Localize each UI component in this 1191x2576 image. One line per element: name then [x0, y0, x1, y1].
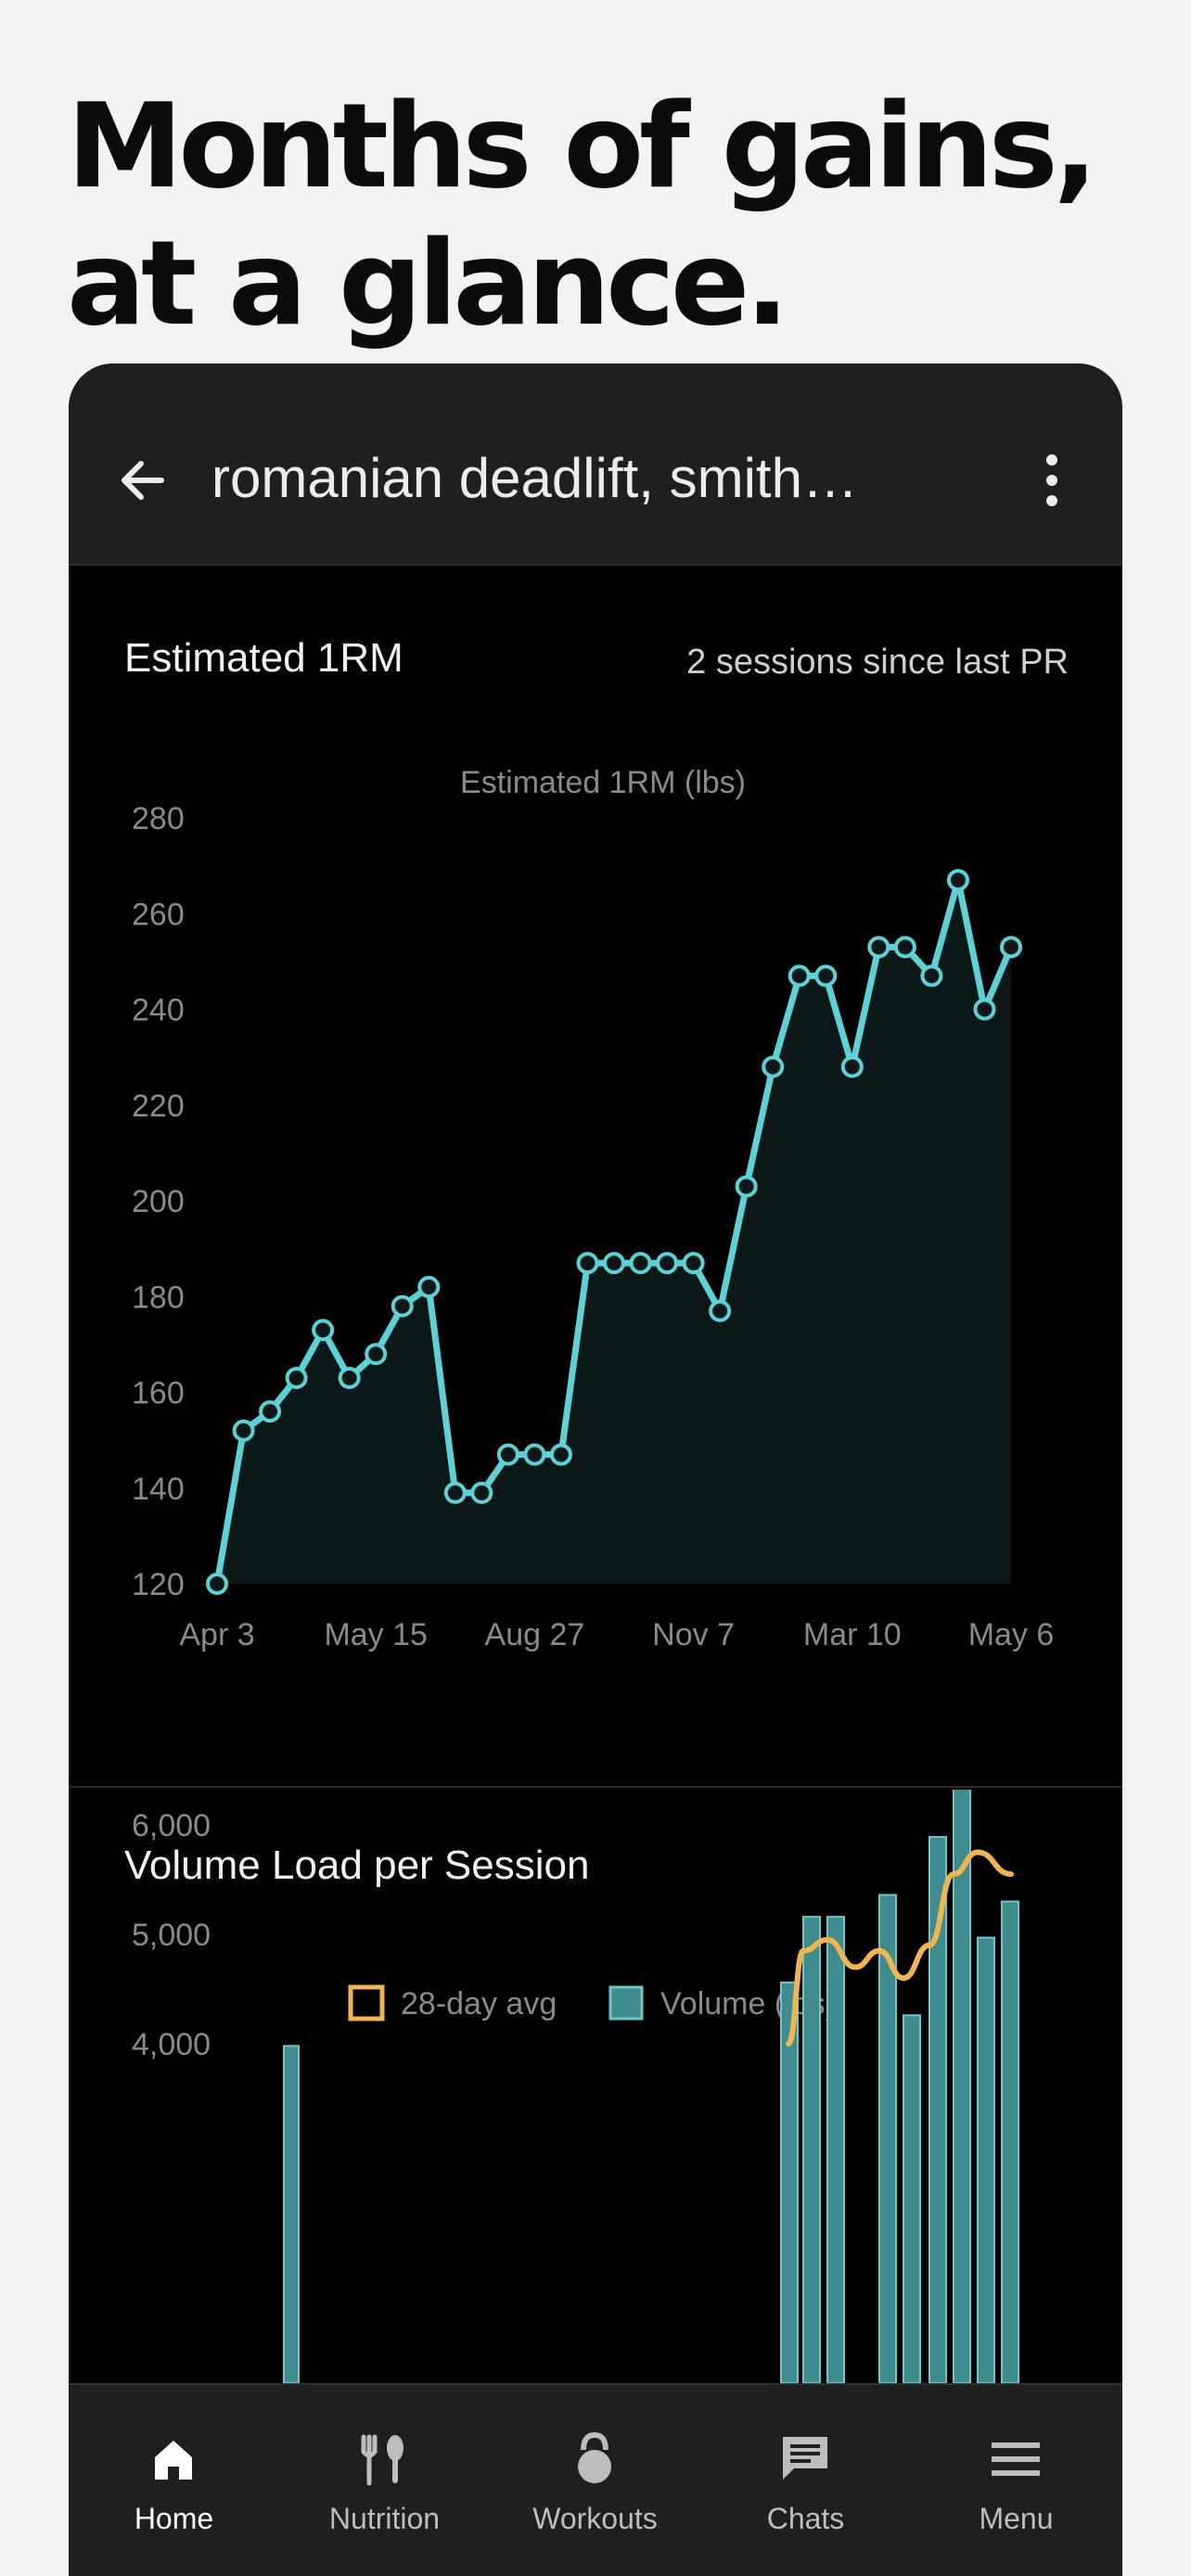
- estimated-1rm-card: Estimated 1RM 2 sessions since last PR E…: [69, 567, 1122, 1788]
- data-point: [496, 1443, 519, 1466]
- chat-icon: [783, 2437, 827, 2480]
- data-point: [629, 1252, 652, 1275]
- home-icon: [155, 2441, 192, 2480]
- headline-line-1: Months of gains,: [67, 78, 1098, 214]
- data-point: [814, 964, 838, 988]
- volume-bar: [283, 2045, 300, 2384]
- data-point: [206, 1573, 228, 1595]
- back-button[interactable]: [109, 447, 176, 514]
- data-point: [391, 1294, 414, 1318]
- chart-title: Estimated 1RM (lbs): [460, 765, 746, 800]
- data-point: [946, 869, 969, 892]
- avg-line: [786, 1849, 1014, 2047]
- nav-item-menu[interactable]: Menu: [911, 2385, 1121, 2576]
- more-vertical-icon: [1046, 454, 1057, 506]
- legend-label-avg: 28-day avg: [401, 1986, 557, 2021]
- y-tick-label: 6,000: [132, 1808, 211, 1843]
- data-point: [417, 1275, 441, 1298]
- data-point: [788, 964, 811, 988]
- volume-bar: [977, 1936, 995, 2384]
- data-point: [867, 936, 890, 959]
- headline: Months of gains, at a glance.: [67, 78, 1124, 352]
- data-point: [338, 1367, 361, 1390]
- estimated-1rm-title: Estimated 1RM: [124, 635, 403, 681]
- legend: 28-day avg Volume (lbs): [348, 1984, 836, 2021]
- y-tick-label: 4,000: [132, 2027, 211, 2062]
- sessions-since-pr: 2 sessions since last PR: [686, 643, 1069, 682]
- data-point: [682, 1252, 705, 1275]
- more-options-button[interactable]: [1041, 453, 1063, 508]
- data-point: [232, 1419, 255, 1442]
- volume-bar: [1001, 1900, 1019, 2385]
- data-point: [1000, 936, 1022, 959]
- x-tick-label: Apr 3: [179, 1617, 254, 1652]
- data-point: [285, 1367, 308, 1390]
- kettlebell-icon: [578, 2431, 611, 2483]
- data-point: [470, 1481, 493, 1504]
- data-point: [443, 1481, 467, 1504]
- nav-label: Menu: [979, 2502, 1054, 2535]
- data-point: [523, 1443, 546, 1466]
- data-point: [656, 1252, 679, 1275]
- y-tick-label: 200: [132, 1184, 185, 1219]
- data-point: [365, 1343, 388, 1366]
- bottom-navigation: Home Nutrition Workouts Chats Menu: [69, 2383, 1122, 2576]
- volume-load-title: Volume Load per Session: [124, 1843, 590, 1888]
- volume-bar: [878, 1894, 897, 2384]
- nav-item-home[interactable]: Home: [69, 2385, 279, 2576]
- x-tick-label: Aug 27: [485, 1617, 585, 1652]
- y-tick-label: 260: [132, 897, 185, 932]
- x-tick-label: May 15: [324, 1617, 428, 1652]
- exercise-title: romanian deadlift, smith…: [211, 447, 858, 509]
- y-tick-label: 140: [132, 1472, 185, 1507]
- headline-line-2: at a glance.: [67, 215, 789, 351]
- data-point: [893, 936, 916, 959]
- volume-bar: [780, 1981, 799, 2384]
- phone-screen: romanian deadlift, smith… Estimated 1RM …: [69, 363, 1122, 2576]
- nav-label: Home: [134, 2502, 214, 2535]
- data-point: [259, 1400, 282, 1423]
- data-point: [840, 1055, 864, 1078]
- volume-bar: [802, 1916, 821, 2384]
- utensils-icon: [361, 2434, 403, 2486]
- y-tick-label: 240: [132, 993, 185, 1028]
- y-tick-label: 5,000: [132, 1918, 211, 1953]
- y-tick-label: 160: [132, 1376, 185, 1411]
- volume-bar: [953, 1790, 971, 2384]
- nav-item-workouts[interactable]: Workouts: [490, 2385, 700, 2576]
- y-tick-label: 220: [132, 1089, 185, 1124]
- data-point: [973, 998, 996, 1021]
- data-point: [603, 1252, 625, 1275]
- y-tick-label: 120: [132, 1567, 185, 1602]
- data-point: [735, 1175, 758, 1198]
- data-point: [549, 1443, 572, 1466]
- data-point: [576, 1252, 599, 1275]
- nav-label: Workouts: [532, 2502, 658, 2535]
- app-bar: romanian deadlift, smith…: [69, 363, 1122, 566]
- nav-item-nutrition[interactable]: Nutrition: [279, 2385, 490, 2576]
- volume-bar: [826, 1916, 845, 2384]
- legend-swatch-avg: [348, 1984, 385, 2021]
- data-point: [709, 1299, 732, 1322]
- data-point: [312, 1319, 335, 1342]
- legend-swatch-volume: [608, 1985, 644, 2021]
- nav-label: Chats: [766, 2502, 845, 2535]
- estimated-1rm-chart: Estimated 1RM (lbs) 120 140 160 180 200 220 240…: [132, 765, 1055, 1652]
- arrow-left-icon: [122, 461, 164, 500]
- y-tick-label: 280: [132, 801, 185, 836]
- nav-item-chats[interactable]: Chats: [700, 2385, 911, 2576]
- y-tick-label: 180: [132, 1280, 185, 1315]
- x-tick-label: Nov 7: [652, 1617, 735, 1652]
- data-point: [762, 1055, 785, 1078]
- x-tick-label: May 6: [968, 1617, 1055, 1652]
- nav-label: Nutrition: [328, 2502, 441, 2535]
- menu-icon: [992, 2442, 1040, 2476]
- area-fill: [217, 880, 1011, 1584]
- volume-bar: [903, 2014, 921, 2384]
- x-tick-label: Mar 10: [803, 1617, 902, 1652]
- data-point: [920, 964, 943, 988]
